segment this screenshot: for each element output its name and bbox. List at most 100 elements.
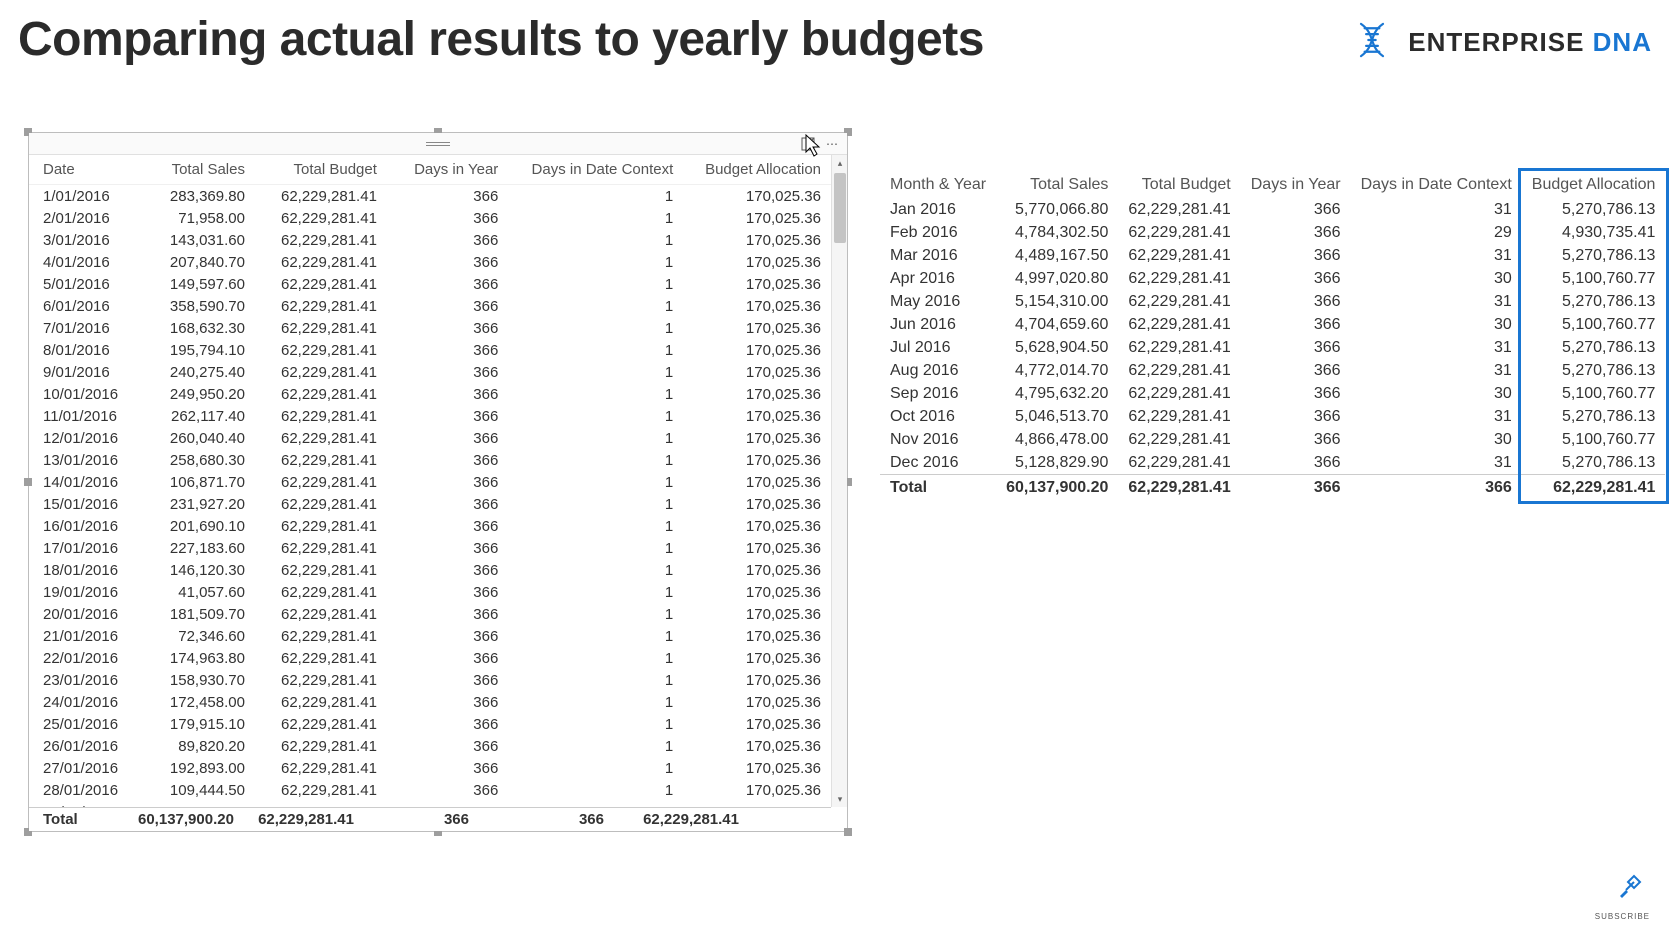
table-row[interactable]: 15/01/2016231,927.2062,229,281.413661170… bbox=[29, 493, 831, 515]
table-row[interactable]: 26/01/201689,820.2062,229,281.413661170,… bbox=[29, 735, 831, 757]
table-row[interactable]: 6/01/2016358,590.7062,229,281.413661170,… bbox=[29, 295, 831, 317]
table-cell: 30 bbox=[1351, 428, 1522, 451]
table-row[interactable]: 17/01/2016227,183.6062,229,281.413661170… bbox=[29, 537, 831, 559]
table-cell: 366 bbox=[387, 625, 508, 647]
scroll-thumb[interactable] bbox=[834, 173, 846, 243]
table-row[interactable]: 5/01/2016149,597.6062,229,281.413661170,… bbox=[29, 273, 831, 295]
table-cell: 106,871.70 bbox=[134, 471, 255, 493]
column-header[interactable]: Date bbox=[29, 155, 134, 185]
table-row[interactable]: 21/01/201672,346.6062,229,281.413661170,… bbox=[29, 625, 831, 647]
subscribe-icon[interactable] bbox=[1614, 872, 1644, 907]
table-cell: 62,229,281.41 bbox=[255, 625, 387, 647]
total-cell: 62,229,281.41 bbox=[614, 811, 749, 828]
column-header[interactable]: Total Sales bbox=[996, 172, 1118, 198]
total-row: Total60,137,900.2062,229,281.4136636662,… bbox=[880, 475, 1665, 500]
table-cell: 62,229,281.41 bbox=[255, 493, 387, 515]
column-header[interactable]: Days in Year bbox=[387, 155, 508, 185]
column-header[interactable]: Total Sales bbox=[134, 155, 255, 185]
table-row[interactable]: Sep 20164,795,632.2062,229,281.41366305,… bbox=[880, 382, 1665, 405]
table-row[interactable]: Oct 20165,046,513.7062,229,281.41366315,… bbox=[880, 405, 1665, 428]
table-cell: 6/01/2016 bbox=[29, 295, 134, 317]
table-row[interactable]: 4/01/2016207,840.7062,229,281.413661170,… bbox=[29, 251, 831, 273]
table-cell: 5,270,786.13 bbox=[1522, 451, 1666, 475]
table-cell: 71,958.00 bbox=[134, 207, 255, 229]
table-row[interactable]: Apr 20164,997,020.8062,229,281.41366305,… bbox=[880, 267, 1665, 290]
more-options-icon[interactable]: ⋯ bbox=[823, 135, 841, 153]
table-cell: 25/01/2016 bbox=[29, 713, 134, 735]
column-header[interactable]: Days in Date Context bbox=[1351, 172, 1522, 198]
table-cell: 62,229,281.41 bbox=[255, 207, 387, 229]
table-row[interactable]: 27/01/2016192,893.0062,229,281.413661170… bbox=[29, 757, 831, 779]
table-cell: 62,229,281.41 bbox=[255, 229, 387, 251]
column-header[interactable]: Total Budget bbox=[255, 155, 387, 185]
column-header[interactable]: Days in Date Context bbox=[508, 155, 683, 185]
table-cell: 5,128,829.90 bbox=[996, 451, 1118, 475]
table-cell: 170,025.36 bbox=[683, 559, 831, 581]
table-row[interactable]: Jan 20165,770,066.8062,229,281.41366315,… bbox=[880, 198, 1665, 221]
table-row[interactable]: Aug 20164,772,014.7062,229,281.41366315,… bbox=[880, 359, 1665, 382]
table-row[interactable]: Nov 20164,866,478.0062,229,281.41366305,… bbox=[880, 428, 1665, 451]
table-cell: 62,229,281.41 bbox=[255, 647, 387, 669]
table-cell: 13/01/2016 bbox=[29, 449, 134, 471]
table-row[interactable]: 19/01/201641,057.6062,229,281.413661170,… bbox=[29, 581, 831, 603]
total-cell: 62,229,281.41 bbox=[239, 811, 364, 828]
table-row[interactable]: 14/01/2016106,871.7062,229,281.413661170… bbox=[29, 471, 831, 493]
table-cell: 179,915.10 bbox=[134, 713, 255, 735]
table-row[interactable]: Jun 20164,704,659.6062,229,281.41366305,… bbox=[880, 313, 1665, 336]
table-cell: 146,120.30 bbox=[134, 559, 255, 581]
total-cell: 366 bbox=[1241, 475, 1351, 500]
table-row[interactable]: 20/01/2016181,509.7062,229,281.413661170… bbox=[29, 603, 831, 625]
table-row[interactable]: Mar 20164,489,167.5062,229,281.41366315,… bbox=[880, 244, 1665, 267]
table-row[interactable]: 28/01/2016109,444.5062,229,281.413661170… bbox=[29, 779, 831, 801]
table-cell: 170,025.36 bbox=[683, 647, 831, 669]
table-row[interactable]: 16/01/2016201,690.1062,229,281.413661170… bbox=[29, 515, 831, 537]
table-cell: 158,930.70 bbox=[134, 669, 255, 691]
table-row[interactable]: 7/01/2016168,632.3062,229,281.413661170,… bbox=[29, 317, 831, 339]
resize-handle[interactable] bbox=[844, 828, 852, 836]
daily-table-scroll[interactable]: DateTotal SalesTotal BudgetDays in YearD… bbox=[29, 155, 831, 807]
table-row[interactable]: May 20165,154,310.0062,229,281.41366315,… bbox=[880, 290, 1665, 313]
table-row[interactable]: 8/01/2016195,794.1062,229,281.413661170,… bbox=[29, 339, 831, 361]
table-cell: 12/01/2016 bbox=[29, 427, 134, 449]
table-row[interactable]: 18/01/2016146,120.3062,229,281.413661170… bbox=[29, 559, 831, 581]
table-cell: 283,369.80 bbox=[134, 185, 255, 208]
table-row[interactable]: 24/01/2016172,458.0062,229,281.413661170… bbox=[29, 691, 831, 713]
table-row[interactable]: 23/01/2016158,930.7062,229,281.413661170… bbox=[29, 669, 831, 691]
table-row[interactable]: 2/01/201671,958.0062,229,281.413661170,0… bbox=[29, 207, 831, 229]
table-cell: 62,229,281.41 bbox=[255, 383, 387, 405]
table-cell: 174,963.80 bbox=[134, 647, 255, 669]
table-row[interactable]: 10/01/2016249,950.2062,229,281.413661170… bbox=[29, 383, 831, 405]
column-header[interactable]: Total Budget bbox=[1118, 172, 1240, 198]
table-row[interactable]: 9/01/2016240,275.4062,229,281.413661170,… bbox=[29, 361, 831, 383]
scroll-up-icon[interactable]: ▴ bbox=[832, 155, 848, 171]
daily-table-visual[interactable]: ⋯ DateTotal SalesTotal BudgetDays in Yea… bbox=[28, 132, 848, 832]
monthly-table-visual[interactable]: Month & YearTotal SalesTotal BudgetDays … bbox=[880, 172, 1600, 500]
table-row[interactable]: 3/01/2016143,031.6062,229,281.413661170,… bbox=[29, 229, 831, 251]
table-row[interactable]: 13/01/2016258,680.3062,229,281.413661170… bbox=[29, 449, 831, 471]
table-row[interactable]: 11/01/2016262,117.4062,229,281.413661170… bbox=[29, 405, 831, 427]
table-cell: 258,680.30 bbox=[134, 449, 255, 471]
table-cell: 11/01/2016 bbox=[29, 405, 134, 427]
focus-mode-icon[interactable] bbox=[799, 135, 817, 153]
table-row[interactable]: Jul 20165,628,904.5062,229,281.41366315,… bbox=[880, 336, 1665, 359]
table-row[interactable]: 1/01/2016283,369.8062,229,281.413661170,… bbox=[29, 185, 831, 208]
column-header[interactable]: Budget Allocation bbox=[683, 155, 831, 185]
scroll-down-icon[interactable]: ▾ bbox=[832, 791, 848, 807]
table-row[interactable]: 12/01/2016260,040.4062,229,281.413661170… bbox=[29, 427, 831, 449]
table-cell: 16/01/2016 bbox=[29, 515, 134, 537]
table-row[interactable]: 25/01/2016179,915.1062,229,281.413661170… bbox=[29, 713, 831, 735]
table-row[interactable]: Feb 20164,784,302.5062,229,281.41366294,… bbox=[880, 221, 1665, 244]
table-cell: 21/01/2016 bbox=[29, 625, 134, 647]
table-cell: 62,229,281.41 bbox=[1118, 451, 1240, 475]
table-row[interactable]: 22/01/2016174,963.8062,229,281.413661170… bbox=[29, 647, 831, 669]
column-header[interactable]: Month & Year bbox=[880, 172, 996, 198]
column-header[interactable]: Budget Allocation bbox=[1522, 172, 1666, 198]
table-cell: 62,229,281.41 bbox=[255, 537, 387, 559]
table-cell: 1 bbox=[508, 647, 683, 669]
column-header[interactable]: Days in Year bbox=[1241, 172, 1351, 198]
visual-header[interactable]: ⋯ bbox=[29, 133, 847, 155]
table-row[interactable]: Dec 20165,128,829.9062,229,281.41366315,… bbox=[880, 451, 1665, 475]
drag-handle-icon[interactable] bbox=[426, 142, 450, 146]
vertical-scrollbar[interactable]: ▴ ▾ bbox=[831, 155, 847, 807]
table-cell: 366 bbox=[1241, 198, 1351, 221]
